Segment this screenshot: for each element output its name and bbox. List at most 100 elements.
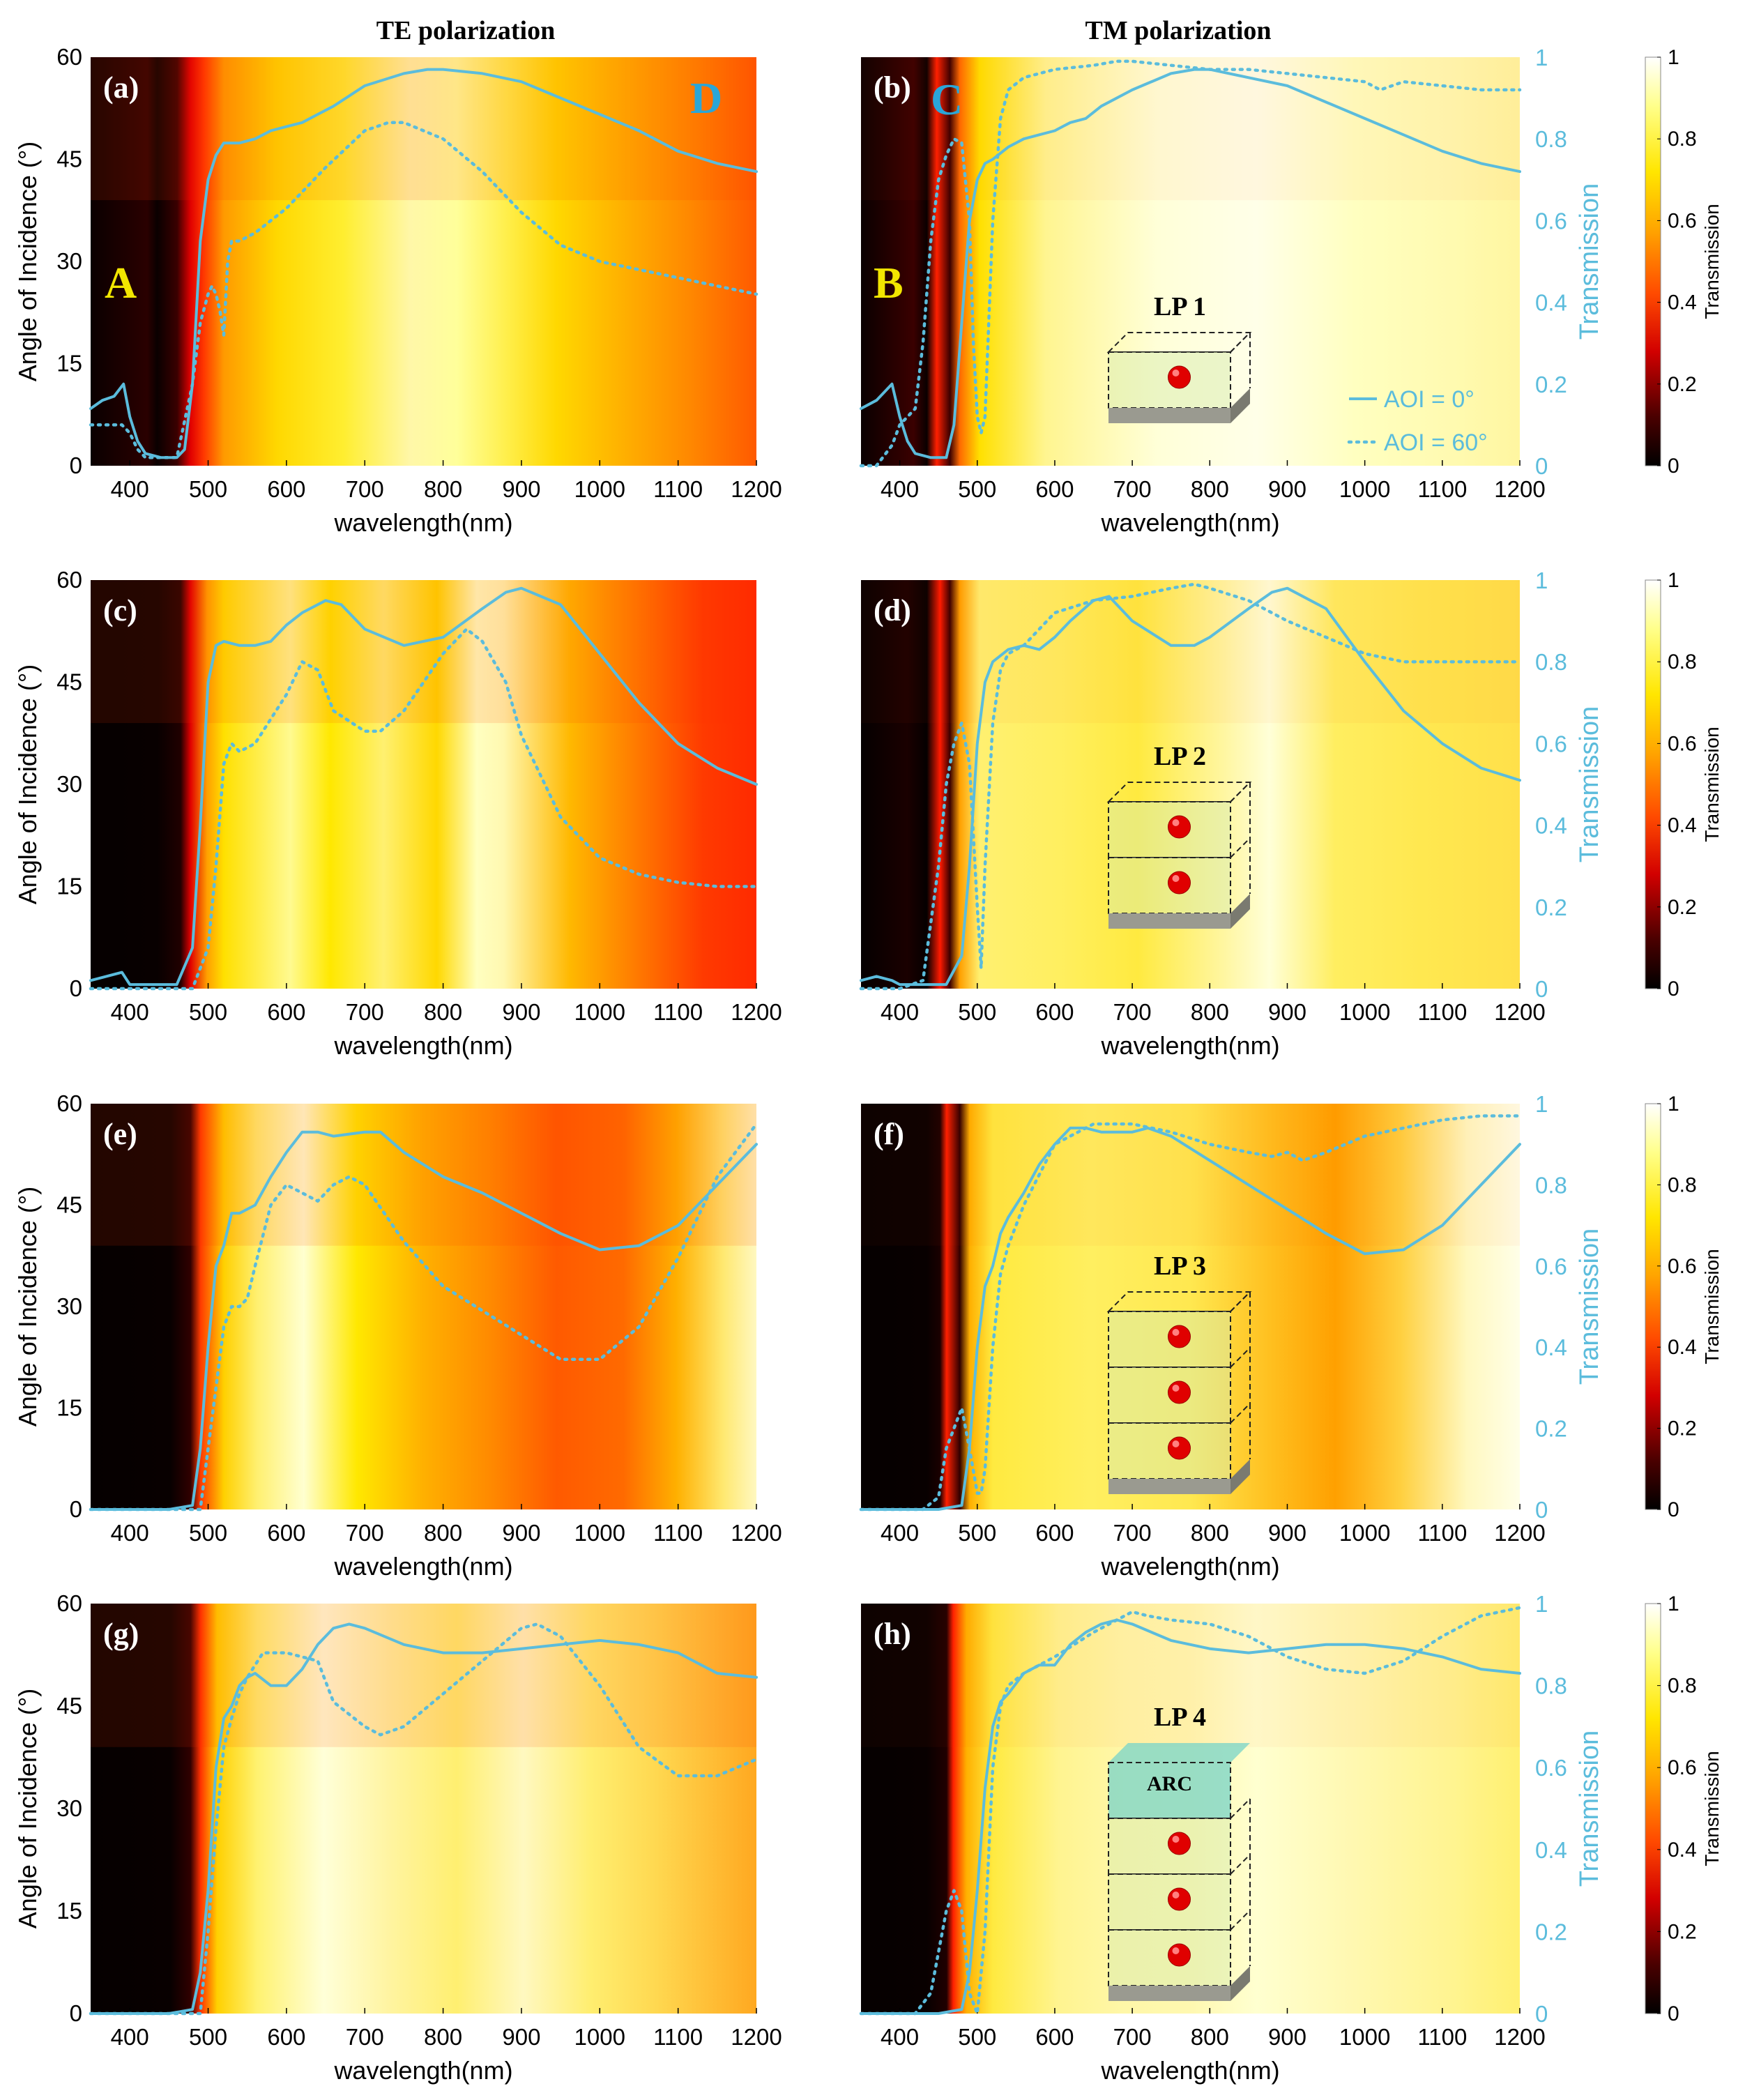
heatmap-shade (91, 1604, 756, 1747)
cell-edge (1230, 1403, 1251, 1424)
series-aoi-0 (860, 68, 1521, 459)
x-tick-label: 400 (111, 2024, 149, 2050)
y-tick-label: 45 (56, 669, 82, 695)
x-tick-label: 800 (1191, 476, 1229, 502)
y2-tick-label: 0.4 (1535, 290, 1567, 316)
colorbar-tick-label: 0 (1668, 2002, 1679, 2025)
y2-axis-label: Transmission (1575, 183, 1604, 340)
x-tick-label: 1100 (653, 1520, 703, 1546)
series-aoi-60 (89, 1122, 759, 1512)
x-tick-label: 800 (424, 476, 462, 502)
heatmap-shade (91, 57, 756, 201)
x-tick-label: 1000 (574, 2024, 625, 2050)
x-tick-label: 400 (881, 1520, 919, 1546)
y-tick-label: 60 (56, 1590, 82, 1616)
x-tick-label: 400 (111, 476, 149, 502)
colorbar-tick-label: 0.6 (1668, 1255, 1697, 1278)
y-tick-label: 45 (56, 146, 82, 172)
colorbar-tick-label: 0 (1668, 455, 1679, 478)
panel-letter: (b) (874, 70, 911, 105)
annotation-c: C (931, 75, 963, 124)
y2-tick-label: 1 (1535, 1091, 1548, 1117)
y-axis-label: Angle of Incidence (°) (13, 1689, 42, 1929)
x-tick-label: 1100 (653, 999, 703, 1025)
x-tick-label: 600 (267, 999, 305, 1025)
colorbar-tick-label: 1 (1668, 46, 1679, 69)
x-axis-label: wavelength(nm) (333, 2056, 512, 2085)
x-tick-label: 500 (189, 476, 227, 502)
quantum-dot-highlight (1172, 1836, 1180, 1843)
x-tick-label: 900 (502, 476, 540, 502)
y2-tick-label: 0.2 (1535, 1919, 1567, 1945)
x-axis-label: wavelength(nm) (333, 508, 512, 537)
substrate-side (1230, 388, 1250, 423)
x-tick-label: 500 (958, 1520, 996, 1546)
x-tick-label: 900 (502, 999, 540, 1025)
x-axis-label: wavelength(nm) (1100, 508, 1279, 537)
y-axis-label: Angle of Incidence (°) (13, 664, 42, 905)
y2-tick-label: 1 (1535, 568, 1548, 593)
cell-edge (1230, 1347, 1251, 1368)
colorbar (1645, 1603, 1661, 2014)
colorbar-tick-label: 0 (1668, 977, 1679, 1000)
y2-axis-label: Transmission (1575, 1228, 1604, 1385)
y2-tick-label: 0.6 (1535, 731, 1567, 756)
x-tick-label: 500 (189, 2024, 227, 2050)
x-tick-label: 500 (189, 999, 227, 1025)
heatmap-shade (861, 57, 1520, 201)
panel-letter: (c) (103, 593, 137, 627)
panel-a: 400 500 600 700 800 900 1000 1100 1200wavelength… (13, 44, 782, 537)
y2-tick-label: 0.2 (1535, 372, 1567, 397)
cell-edge (1230, 1910, 1251, 1931)
y2-tick-label: 0 (1535, 2001, 1548, 2027)
x-tick-label: 500 (958, 476, 996, 502)
y-tick-label: 15 (56, 1395, 82, 1421)
x-tick-label: 1000 (1339, 1520, 1390, 1546)
y-tick-label: 60 (56, 567, 82, 593)
colorbar-tick-label: 0.8 (1668, 1675, 1697, 1698)
cell-edge (1230, 837, 1251, 858)
annotation-d: D (690, 73, 722, 123)
x-tick-label: 600 (1035, 2024, 1074, 2050)
x-axis-label: wavelength(nm) (333, 1552, 512, 1581)
x-tick-label: 1100 (1417, 476, 1467, 502)
heatmap-shade (91, 580, 756, 724)
colorbar-tick-label: 0.2 (1668, 373, 1697, 396)
quantum-dot-highlight (1172, 1947, 1180, 1954)
x-tick-label: 1200 (1494, 476, 1545, 502)
panel-letter: (d) (874, 593, 911, 627)
colorbar-tick-label: 1 (1668, 569, 1679, 592)
x-tick-label: 600 (267, 2024, 305, 2050)
x-tick-label: 1100 (653, 476, 703, 502)
x-tick-label: 1200 (731, 476, 782, 502)
te-column-title: TE polarization (376, 16, 556, 45)
x-tick-label: 1000 (574, 999, 625, 1025)
x-tick-label: 700 (1113, 2024, 1152, 2050)
x-tick-label: 700 (1113, 999, 1152, 1025)
x-tick-label: 400 (881, 999, 919, 1025)
panel-letter: (g) (103, 1617, 139, 1651)
panel-letter: (f) (874, 1117, 904, 1151)
structure-label: LP 1 (1154, 292, 1206, 321)
y2-tick-label: 0 (1535, 1497, 1548, 1523)
x-tick-label: 1100 (1417, 2024, 1467, 2050)
y2-tick-label: 0.8 (1535, 649, 1567, 675)
arc-layer (1108, 1763, 1230, 1818)
series-aoi-60 (859, 1606, 1522, 2016)
colorbar-tick-label: 0.6 (1668, 209, 1697, 232)
x-tick-label: 1200 (731, 2024, 782, 2050)
x-tick-label: 700 (346, 2024, 384, 2050)
x-axis-label: wavelength(nm) (1100, 1031, 1279, 1060)
colorbar-tick-label: 1 (1668, 1592, 1679, 1615)
tm-column-title: TM polarization (1085, 16, 1271, 45)
series-aoi-0 (89, 1130, 758, 1511)
y2-tick-label: 0.6 (1535, 1254, 1567, 1279)
x-tick-label: 500 (189, 1520, 227, 1546)
x-tick-label: 1000 (574, 476, 625, 502)
x-tick-label: 1200 (1494, 1520, 1545, 1546)
y-tick-label: 0 (70, 1496, 82, 1522)
series-aoi-0 (89, 68, 758, 459)
x-tick-label: 700 (346, 1520, 384, 1546)
heatmap-shade (91, 1104, 756, 1246)
y2-tick-label: 0.4 (1535, 1837, 1567, 1863)
